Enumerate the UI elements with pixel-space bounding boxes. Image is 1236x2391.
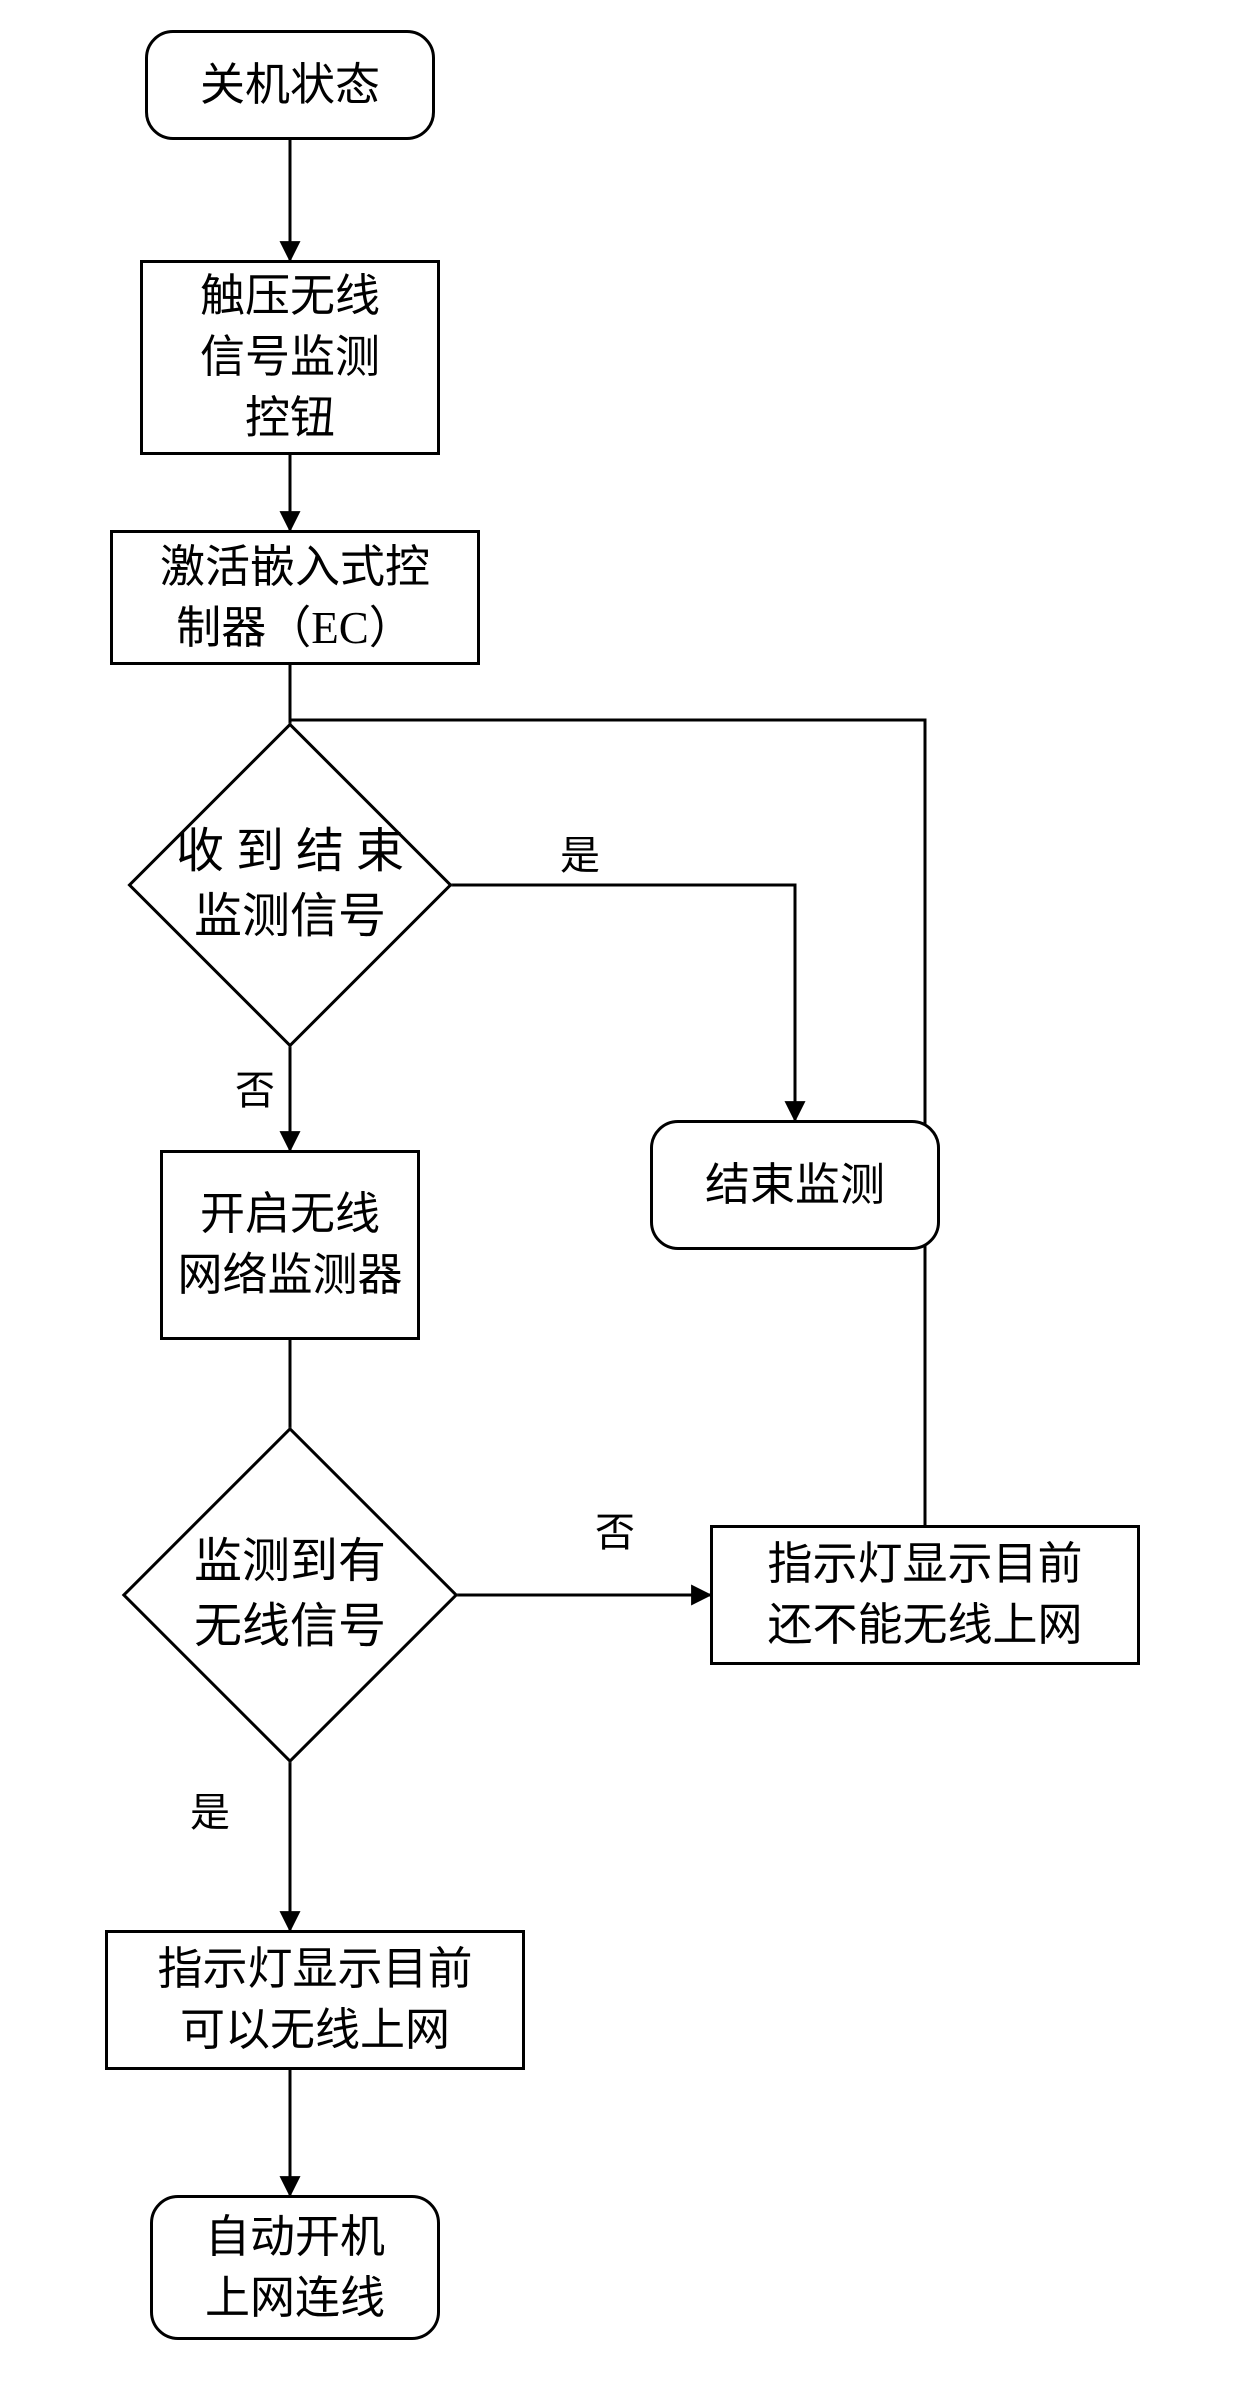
node-press-text: 触压无线信号监测控钮 [200, 266, 380, 448]
label-d2-yes-text: 是 [190, 1790, 230, 1835]
node-open-monitor: 开启无线网络监测器 [160, 1150, 420, 1340]
node-indicator-ok: 指示灯显示目前可以无线上网 [105, 1930, 525, 2070]
label-d1-no-text: 否 [235, 1068, 275, 1113]
label-d2-no-text: 否 [595, 1510, 635, 1555]
label-d1-no: 否 [235, 1058, 275, 1116]
node-activate-ec: 激活嵌入式控制器（EC） [110, 530, 480, 665]
node-start: 关机状态 [145, 30, 435, 140]
node-ok-text: 指示灯显示目前可以无线上网 [157, 1939, 472, 2061]
node-auto-connect: 自动开机上网连线 [150, 2195, 440, 2340]
node-d2-text: 监测到有无线信号 [194, 1535, 386, 1653]
label-d2-no: 否 [595, 1500, 635, 1558]
node-nonet-text: 指示灯显示目前还不能无线上网 [767, 1534, 1082, 1656]
node-press-button: 触压无线信号监测控钮 [140, 260, 440, 455]
node-indicator-no-net: 指示灯显示目前还不能无线上网 [710, 1525, 1140, 1665]
flowchart-canvas: 关机状态 触压无线信号监测控钮 激活嵌入式控制器（EC） 收 到 结 束监测信号… [0, 0, 1236, 2391]
node-d1-text: 收 到 结 束监测信号 [176, 825, 404, 943]
node-decision-end-signal: 收 到 结 束监测信号 [70, 755, 510, 1015]
node-start-text: 关机状态 [200, 55, 380, 116]
label-d2-yes: 是 [190, 1780, 230, 1838]
node-end-text: 结束监测 [705, 1155, 885, 1216]
node-end-monitor: 结束监测 [650, 1120, 940, 1250]
label-d1-yes: 是 [560, 823, 600, 881]
node-auto-text: 自动开机上网连线 [205, 2207, 385, 2329]
node-open-text: 开启无线网络监测器 [177, 1184, 402, 1306]
label-d1-yes-text: 是 [560, 833, 600, 878]
node-decision-signal-detected: 监测到有无线信号 [70, 1460, 510, 1730]
node-ec-text: 激活嵌入式控制器（EC） [160, 537, 430, 659]
